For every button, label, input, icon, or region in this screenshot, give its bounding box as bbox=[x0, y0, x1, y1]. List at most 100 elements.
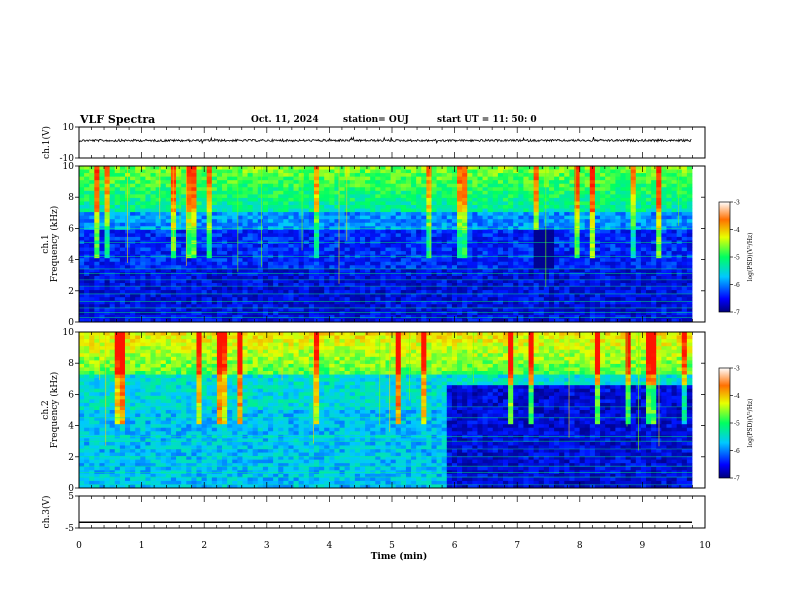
ch1-spectrogram-cell bbox=[303, 180, 310, 185]
ch1-spectrogram-cell bbox=[365, 208, 371, 213]
ch1-spectrogram-cell bbox=[579, 233, 586, 238]
ch1-spectrogram-cell bbox=[237, 187, 243, 192]
ch1-spectrogram-cell bbox=[569, 219, 575, 224]
ch1-spectrogram-cell bbox=[646, 233, 652, 238]
ch1-spectrogram-cell bbox=[324, 275, 330, 280]
ch1-spectrogram-cell bbox=[303, 169, 310, 174]
ch1-spectrogram-cell bbox=[640, 318, 647, 323]
ch1-spectrogram-cell bbox=[615, 166, 621, 170]
ch1-spectrogram-cell bbox=[308, 169, 315, 174]
ch1-spectrogram-cell bbox=[273, 197, 279, 202]
ch1-spectrogram-cell bbox=[651, 205, 657, 209]
ch1-spectrogram-cell bbox=[523, 268, 529, 273]
ch1-spectrogram-cell bbox=[625, 258, 632, 263]
ch1-spectrogram-cell bbox=[313, 290, 320, 295]
ch1-spectrogram-cell bbox=[206, 247, 213, 252]
ch1-spectrogram-cell bbox=[487, 219, 494, 224]
ch1-spectrogram-cell bbox=[426, 279, 432, 284]
ch1-spectrogram-cell bbox=[165, 300, 172, 305]
ch1-spectrogram-cell bbox=[426, 190, 432, 195]
ch1-spectrogram-cell bbox=[99, 272, 105, 277]
ch1-spectrogram-cell bbox=[411, 251, 417, 256]
ch1-spectrogram-cell bbox=[89, 201, 95, 206]
ch1-spectrogram-cell bbox=[446, 183, 453, 188]
ch1-spectrogram-cell bbox=[181, 236, 187, 241]
ch1-spectrogram-cell bbox=[211, 251, 218, 256]
ch1-spectrogram-cell bbox=[252, 201, 259, 206]
ch1-spectrogram-cell bbox=[339, 307, 346, 312]
ch1-spectrogram-cell bbox=[339, 215, 346, 220]
ch1-spectrogram-cell bbox=[186, 275, 192, 280]
ch1-spectrogram-cell bbox=[380, 283, 386, 287]
ch1-spectrogram-cell bbox=[548, 307, 555, 312]
ch1-spectrogram-cell bbox=[252, 215, 259, 220]
ch1-spectrogram-cell bbox=[569, 183, 575, 188]
ch1-spectrogram-cell bbox=[457, 169, 463, 174]
ch1-spectrogram-cell bbox=[99, 261, 105, 266]
ch1-spectrogram-cell bbox=[130, 212, 136, 217]
ch1-spectrogram-cell bbox=[145, 307, 151, 312]
ch1-spectrogram-cell bbox=[114, 215, 121, 220]
ch1-spectrogram-cell bbox=[569, 208, 575, 213]
ch1-spectrogram-cell bbox=[196, 307, 202, 312]
ch1-spectrogram-cell bbox=[543, 183, 550, 188]
ch1-spectrogram-cell bbox=[569, 222, 575, 227]
ch1-spectrogram-cell bbox=[344, 173, 351, 178]
ch1-spectrogram-cell bbox=[375, 283, 381, 287]
ch1-spectrogram-cell bbox=[268, 265, 274, 270]
ch1-spectrogram-cell bbox=[431, 208, 437, 213]
ch1-spectrogram-cell bbox=[492, 307, 499, 312]
ch1-spectrogram-cell bbox=[211, 286, 218, 291]
ch1-spectrogram-cell bbox=[176, 304, 182, 309]
ch1-spectrogram-cell bbox=[365, 233, 371, 238]
ch1-spectrogram-cell bbox=[349, 229, 356, 234]
ch1-spectrogram-cell bbox=[201, 173, 208, 178]
ch1-spectrogram-cell bbox=[242, 261, 248, 266]
ch1-spectrogram-cell bbox=[457, 197, 463, 202]
ch1-spectrogram-cell bbox=[457, 283, 463, 287]
ch1-spectrogram-cell bbox=[155, 215, 162, 220]
ch1-spectrogram-cell bbox=[181, 279, 187, 284]
ch1-spectrogram-cell bbox=[227, 190, 233, 195]
ch1-spectrogram-cell bbox=[252, 173, 259, 178]
ch1-spectrogram-cell bbox=[482, 261, 489, 266]
ch1-spectrogram-cell bbox=[257, 233, 264, 238]
ch1-spectrogram-cell bbox=[150, 194, 157, 199]
ch1-spectrogram-cell bbox=[262, 311, 269, 316]
ch1-spectrogram-cell bbox=[610, 268, 616, 273]
ch1-spectrogram-cell bbox=[441, 265, 448, 270]
ch1-spectrogram-cell bbox=[497, 283, 504, 287]
ch1-spectrogram-cell bbox=[421, 311, 427, 316]
ch1-spectrogram-cell bbox=[288, 268, 294, 273]
ch1-spectrogram-cell bbox=[543, 205, 550, 209]
ch1-spectrogram-cell bbox=[109, 251, 116, 256]
ch1-spectrogram-cell bbox=[319, 194, 325, 199]
ch1-spectrogram-cell bbox=[313, 208, 320, 213]
ch1-spectrogram-cell bbox=[324, 194, 330, 199]
ch1-spectrogram-cell bbox=[615, 279, 621, 284]
ch1-spectrogram-cell bbox=[114, 244, 121, 248]
ch1-spectrogram-cell bbox=[523, 222, 529, 227]
ch1-spectrogram-cell bbox=[237, 272, 243, 277]
ch1-spectrogram-cell bbox=[513, 187, 519, 192]
ch1-spectrogram-cell bbox=[365, 300, 371, 305]
ch1-spectrogram-cell bbox=[365, 279, 371, 284]
ch1-spectrogram-cell bbox=[359, 251, 366, 256]
ch1-spectrogram-cell bbox=[283, 307, 289, 312]
ch1-spectrogram-cell bbox=[635, 307, 642, 312]
ch1-spectrogram-cell bbox=[201, 233, 208, 238]
ch1-spectrogram-cell bbox=[365, 311, 371, 316]
ch1-spectrogram-cell bbox=[513, 283, 519, 287]
ch1-spectrogram-cell bbox=[262, 219, 269, 224]
ch1-spectrogram-cell bbox=[431, 222, 437, 227]
ch1-spectrogram-cell bbox=[508, 275, 514, 280]
ch1-spectrogram-cell bbox=[262, 247, 269, 252]
ch1-spectrogram-cell bbox=[472, 293, 478, 298]
ch1-spectrogram-cell bbox=[426, 297, 432, 302]
ch1-spectrogram-cell bbox=[211, 311, 218, 316]
ch1-spectrogram-cell bbox=[206, 212, 213, 217]
ch1-spectrogram-cell bbox=[232, 183, 238, 188]
ch1-spectrogram-cell bbox=[625, 247, 632, 252]
ch1-spectrogram-cell bbox=[349, 222, 356, 227]
ch1-spectrogram-cell bbox=[630, 219, 637, 224]
